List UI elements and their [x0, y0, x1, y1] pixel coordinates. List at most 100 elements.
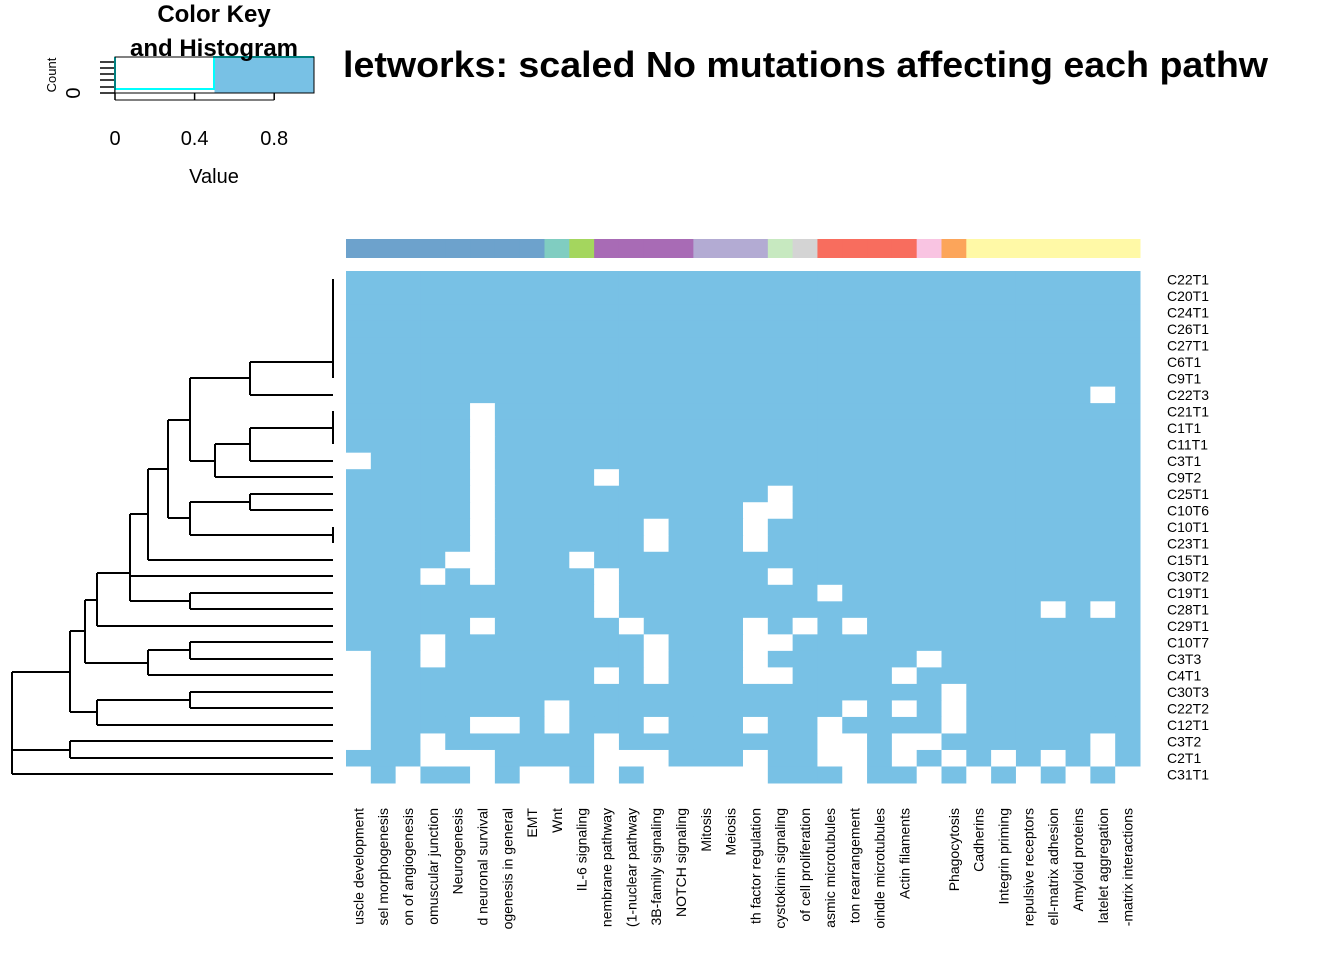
heatmap-cell: [817, 485, 843, 503]
heatmap-cell: [817, 716, 843, 734]
heatmap-cell: [618, 502, 645, 520]
column-label: (1-nuclear pathway: [623, 808, 639, 927]
heatmap-cell: [668, 749, 694, 767]
heatmap-cell: [792, 518, 818, 536]
heatmap-cell: [1115, 469, 1141, 487]
heatmap-cell: [370, 386, 397, 404]
heatmap-cell: [594, 568, 620, 586]
heatmap-cell: [494, 683, 521, 701]
heatmap-cell: [792, 353, 818, 371]
row-label: C30T2: [1167, 569, 1209, 585]
heatmap-cell: [842, 469, 868, 487]
heatmap-cell: [643, 403, 670, 421]
heatmap-cell: [891, 287, 918, 305]
heatmap-cell: [594, 452, 620, 470]
heatmap-cell: [1065, 518, 1091, 536]
heatmap-cell: [718, 485, 744, 503]
heatmap-cell: [991, 469, 1017, 487]
heatmap-cell: [1015, 733, 1042, 751]
heatmap-cell: [643, 502, 670, 520]
heatmap-cell: [792, 502, 818, 520]
heatmap-cell: [544, 650, 570, 668]
column-color-bar: [668, 239, 694, 258]
heatmap-cell: [544, 485, 570, 503]
heatmap-cell: [767, 766, 794, 784]
heatmap-cell: [594, 650, 620, 668]
heatmap-cell: [594, 287, 620, 305]
heatmap-cell: [842, 485, 868, 503]
heatmap-cell: [519, 568, 545, 586]
heatmap-cell: [544, 766, 570, 784]
heatmap-cell: [470, 766, 496, 784]
heatmap-cell: [867, 766, 893, 784]
key-x-tick-label: 0.4: [181, 128, 209, 150]
heatmap-cell: [544, 749, 570, 767]
heatmap-cell: [1065, 436, 1091, 454]
heatmap-cell: [693, 667, 719, 685]
heatmap-cell: [618, 304, 645, 322]
heatmap-cell: [916, 452, 942, 470]
row-label: C20T1: [1167, 288, 1209, 304]
heatmap-cell: [519, 271, 545, 289]
heatmap-cell: [668, 436, 694, 454]
heatmap-cell: [966, 584, 992, 602]
key-x-tick-label: 0: [109, 128, 120, 150]
heatmap-cell: [1065, 617, 1091, 635]
heatmap-cell: [1115, 353, 1141, 371]
heatmap-cell: [668, 535, 694, 553]
heatmap-cell: [1015, 667, 1042, 685]
key-y-label: Count: [44, 57, 59, 92]
heatmap-cell: [569, 518, 595, 536]
heatmap-cell: [767, 634, 794, 652]
heatmap-cell: [991, 370, 1017, 388]
heatmap-cell: [1015, 370, 1042, 388]
heatmap-cell: [891, 518, 918, 536]
heatmap-cell: [867, 650, 893, 668]
heatmap-cell: [867, 518, 893, 536]
column-label: IL-6 signaling: [574, 808, 590, 891]
heatmap-cell: [991, 452, 1017, 470]
heatmap-cell: [867, 386, 893, 404]
heatmap-cell: [668, 617, 694, 635]
heatmap-cell: [445, 403, 471, 421]
heatmap-cell: [618, 650, 645, 668]
heatmap-cell: [370, 353, 397, 371]
heatmap-cell: [743, 287, 769, 305]
heatmap-cell: [668, 650, 694, 668]
heatmap-cell: [494, 436, 521, 454]
heatmap-cell: [445, 304, 471, 322]
heatmap-cell: [594, 700, 620, 718]
heatmap-cell: [346, 617, 372, 635]
heatmap-cell: [966, 617, 992, 635]
heatmap-cell: [643, 749, 670, 767]
heatmap-cell: [941, 535, 967, 553]
heatmap-cell: [817, 700, 843, 718]
heatmap-cell: [693, 634, 719, 652]
heatmap-cell: [991, 386, 1017, 404]
heatmap-cell: [842, 617, 868, 635]
heatmap-cell: [494, 386, 521, 404]
heatmap-cell: [743, 617, 769, 635]
heatmap-cell: [941, 287, 967, 305]
column-color-bar: [1015, 239, 1042, 258]
heatmap-cell: [941, 485, 967, 503]
heatmap-cell: [346, 584, 372, 602]
heatmap-cell: [420, 650, 446, 668]
column-color-bar: [792, 239, 818, 258]
heatmap-cell: [916, 485, 942, 503]
heatmap-cell: [1040, 452, 1067, 470]
column-label: Meiosis: [723, 808, 739, 855]
heatmap-cell: [891, 551, 918, 569]
heatmap-cell: [470, 271, 496, 289]
heatmap-cell: [420, 370, 446, 388]
heatmap-cell: [817, 370, 843, 388]
heatmap-cell: [693, 469, 719, 487]
heatmap-cell: [991, 650, 1017, 668]
heatmap-cell: [718, 403, 744, 421]
heatmap-cell: [693, 436, 719, 454]
heatmap-cell: [569, 733, 595, 751]
heatmap-cell: [569, 535, 595, 553]
heatmap-cell: [346, 535, 372, 553]
heatmap-cell: [1015, 535, 1042, 553]
heatmap-cell: [395, 766, 421, 784]
